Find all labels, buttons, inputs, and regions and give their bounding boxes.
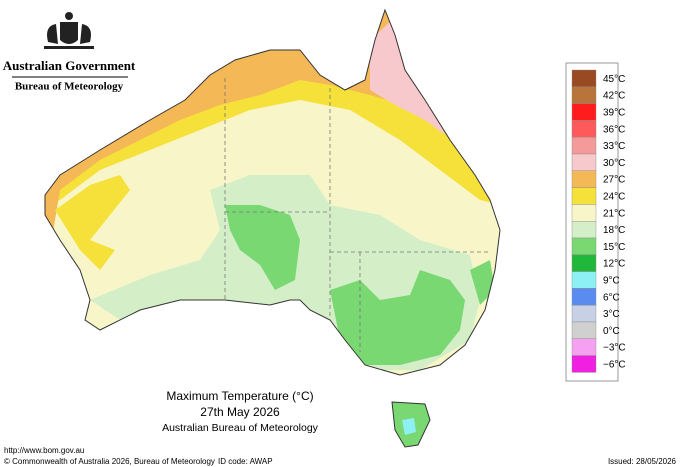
legend-label: 21°C bbox=[603, 208, 625, 219]
footer-issued: Issued: 28/05/2026 bbox=[608, 457, 677, 466]
legend-label: 0°C bbox=[603, 326, 620, 337]
legend-swatch bbox=[571, 69, 597, 87]
map-source: Australian Bureau of Meteorology bbox=[162, 422, 319, 434]
legend-swatch bbox=[571, 204, 597, 222]
legend-swatch bbox=[571, 187, 597, 205]
legend-swatch bbox=[571, 86, 597, 104]
legend-swatch bbox=[571, 271, 597, 289]
legend-swatch bbox=[571, 120, 597, 138]
legend: 45°C 42°C 39°C 36°C 33°C 30°C 27°C 24°C 21°C 18°C… bbox=[571, 69, 626, 373]
legend-label: 39°C bbox=[603, 107, 625, 118]
legend-label: 6°C bbox=[603, 292, 620, 303]
legend-swatch bbox=[571, 220, 597, 239]
legend-label: 3°C bbox=[603, 309, 620, 320]
footer-copyright: © Commonwealth of Australia 2026, Bureau… bbox=[4, 457, 215, 466]
legend-swatch bbox=[571, 136, 597, 155]
legend-label: 24°C bbox=[603, 191, 625, 202]
legend-label: 18°C bbox=[603, 225, 625, 236]
legend-swatch bbox=[571, 338, 597, 356]
legend-label: 42°C bbox=[603, 91, 625, 102]
legend-swatch bbox=[571, 237, 597, 255]
legend-label: −3°C bbox=[603, 343, 626, 354]
legend-label: 36°C bbox=[603, 124, 625, 135]
legend-swatch bbox=[571, 153, 597, 171]
legend-swatch bbox=[571, 321, 597, 339]
legend-swatch bbox=[571, 103, 597, 121]
legend-label: 9°C bbox=[603, 275, 620, 286]
legend-label: −6°C bbox=[603, 359, 626, 370]
map-date: 27th May 2026 bbox=[200, 405, 280, 419]
legend-label: 12°C bbox=[603, 259, 625, 270]
emblem bbox=[44, 12, 94, 49]
legend-swatch bbox=[571, 254, 597, 272]
legend-label: 27°C bbox=[603, 175, 625, 186]
legend-label: 15°C bbox=[603, 242, 625, 253]
legend-swatch bbox=[571, 305, 597, 323]
footer-id-code: ID code: AWAP bbox=[218, 457, 273, 466]
legend-label: 45°C bbox=[603, 74, 625, 85]
footer-url: http://www.bom.gov.au bbox=[4, 446, 84, 455]
map-title: Maximum Temperature (°C) bbox=[166, 389, 313, 403]
header-agency: Bureau of Meteorology bbox=[15, 81, 124, 93]
legend-swatch bbox=[571, 170, 597, 188]
legend-swatch bbox=[571, 288, 597, 306]
legend-label: 33°C bbox=[603, 141, 625, 152]
header-government: Australian Government bbox=[3, 58, 136, 73]
legend-label: 30°C bbox=[603, 158, 625, 169]
legend-swatch bbox=[571, 355, 597, 373]
